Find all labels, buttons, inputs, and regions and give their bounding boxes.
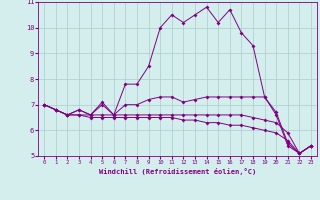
X-axis label: Windchill (Refroidissement éolien,°C): Windchill (Refroidissement éolien,°C) <box>99 168 256 175</box>
